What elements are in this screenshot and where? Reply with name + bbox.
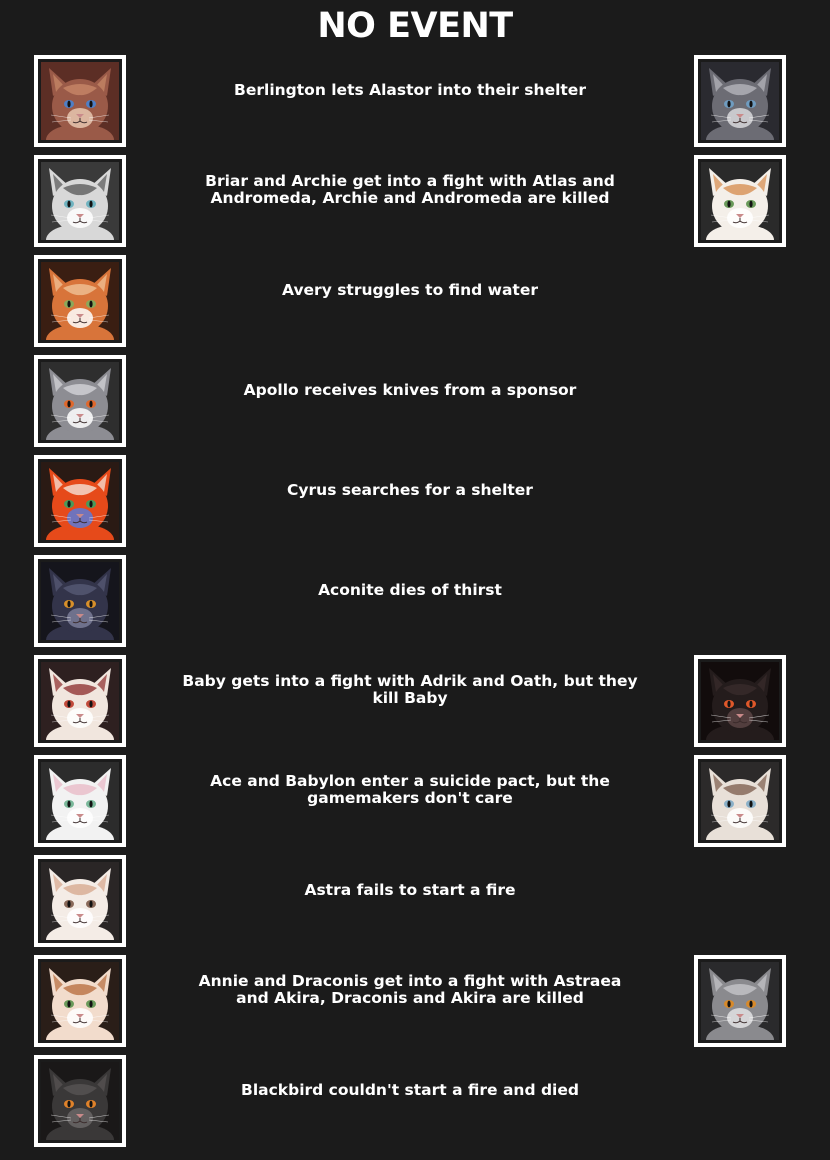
cat-portrait-icon bbox=[701, 762, 779, 840]
cat-portrait-icon bbox=[41, 662, 119, 740]
event-text: Baby gets into a fight with Adrik and Oa… bbox=[182, 672, 638, 707]
event-row: Ace and Babylon enter a suicide pact, bu… bbox=[0, 755, 830, 847]
event-row: Aconite dies of thirst bbox=[0, 555, 830, 647]
event-text: Briar and Archie get into a fight with A… bbox=[205, 172, 615, 207]
event-text: Astra fails to start a fire bbox=[304, 880, 516, 899]
event-text: Ace and Babylon enter a suicide pact, bu… bbox=[210, 772, 610, 807]
event-row: Astra fails to start a fire bbox=[0, 855, 830, 947]
event-row: Berlington lets Alastor into their shelt… bbox=[0, 55, 830, 147]
cat-portrait-icon bbox=[41, 62, 119, 140]
event-text: Aconite dies of thirst bbox=[318, 580, 502, 599]
cat-portrait-icon bbox=[41, 762, 119, 840]
cat-portrait-icon bbox=[41, 862, 119, 940]
cat-portrait-icon bbox=[701, 162, 779, 240]
tribute-avatar-right bbox=[694, 955, 786, 1047]
cat-portrait-icon bbox=[701, 962, 779, 1040]
tribute-avatar-left bbox=[34, 1055, 126, 1147]
cat-portrait-icon bbox=[41, 462, 119, 540]
event-row: Blackbird couldn't start a fire and died bbox=[0, 1055, 830, 1147]
cat-portrait-icon bbox=[701, 62, 779, 140]
tribute-avatar-right bbox=[694, 55, 786, 147]
tribute-avatar-right bbox=[694, 655, 786, 747]
event-text: Avery struggles to find water bbox=[282, 280, 538, 299]
event-row: Annie and Draconis get into a fight with… bbox=[0, 955, 830, 1047]
event-row: Baby gets into a fight with Adrik and Oa… bbox=[0, 655, 830, 747]
tribute-avatar-left bbox=[34, 755, 126, 847]
event-row: Briar and Archie get into a fight with A… bbox=[0, 155, 830, 247]
tribute-avatar-left bbox=[34, 855, 126, 947]
event-text: Apollo receives knives from a sponsor bbox=[243, 380, 577, 399]
event-text: Cyrus searches for a shelter bbox=[287, 480, 533, 499]
tribute-avatar-left bbox=[34, 955, 126, 1047]
cat-portrait-icon bbox=[41, 262, 119, 340]
cat-portrait-icon bbox=[41, 362, 119, 440]
cat-portrait-icon bbox=[41, 1062, 119, 1140]
tribute-avatar-left bbox=[34, 655, 126, 747]
tribute-avatar-left bbox=[34, 555, 126, 647]
page-title: NO EVENT bbox=[317, 6, 513, 46]
event-row: Avery struggles to find water bbox=[0, 255, 830, 347]
event-text: Annie and Draconis get into a fight with… bbox=[198, 972, 622, 1007]
event-row: Apollo receives knives from a sponsor bbox=[0, 355, 830, 447]
tribute-avatar-left bbox=[34, 155, 126, 247]
tribute-avatar-left bbox=[34, 55, 126, 147]
tribute-avatar-left bbox=[34, 255, 126, 347]
cat-portrait-icon bbox=[701, 662, 779, 740]
tribute-avatar-right bbox=[694, 755, 786, 847]
tribute-avatar-right bbox=[694, 155, 786, 247]
tribute-avatar-left bbox=[34, 355, 126, 447]
tribute-avatar-left bbox=[34, 455, 126, 547]
event-text: Berlington lets Alastor into their shelt… bbox=[234, 80, 586, 99]
cat-portrait-icon bbox=[41, 962, 119, 1040]
event-text: Blackbird couldn't start a fire and died bbox=[241, 1080, 579, 1099]
cat-portrait-icon bbox=[41, 162, 119, 240]
event-row: Cyrus searches for a shelter bbox=[0, 455, 830, 547]
cat-portrait-icon bbox=[41, 562, 119, 640]
